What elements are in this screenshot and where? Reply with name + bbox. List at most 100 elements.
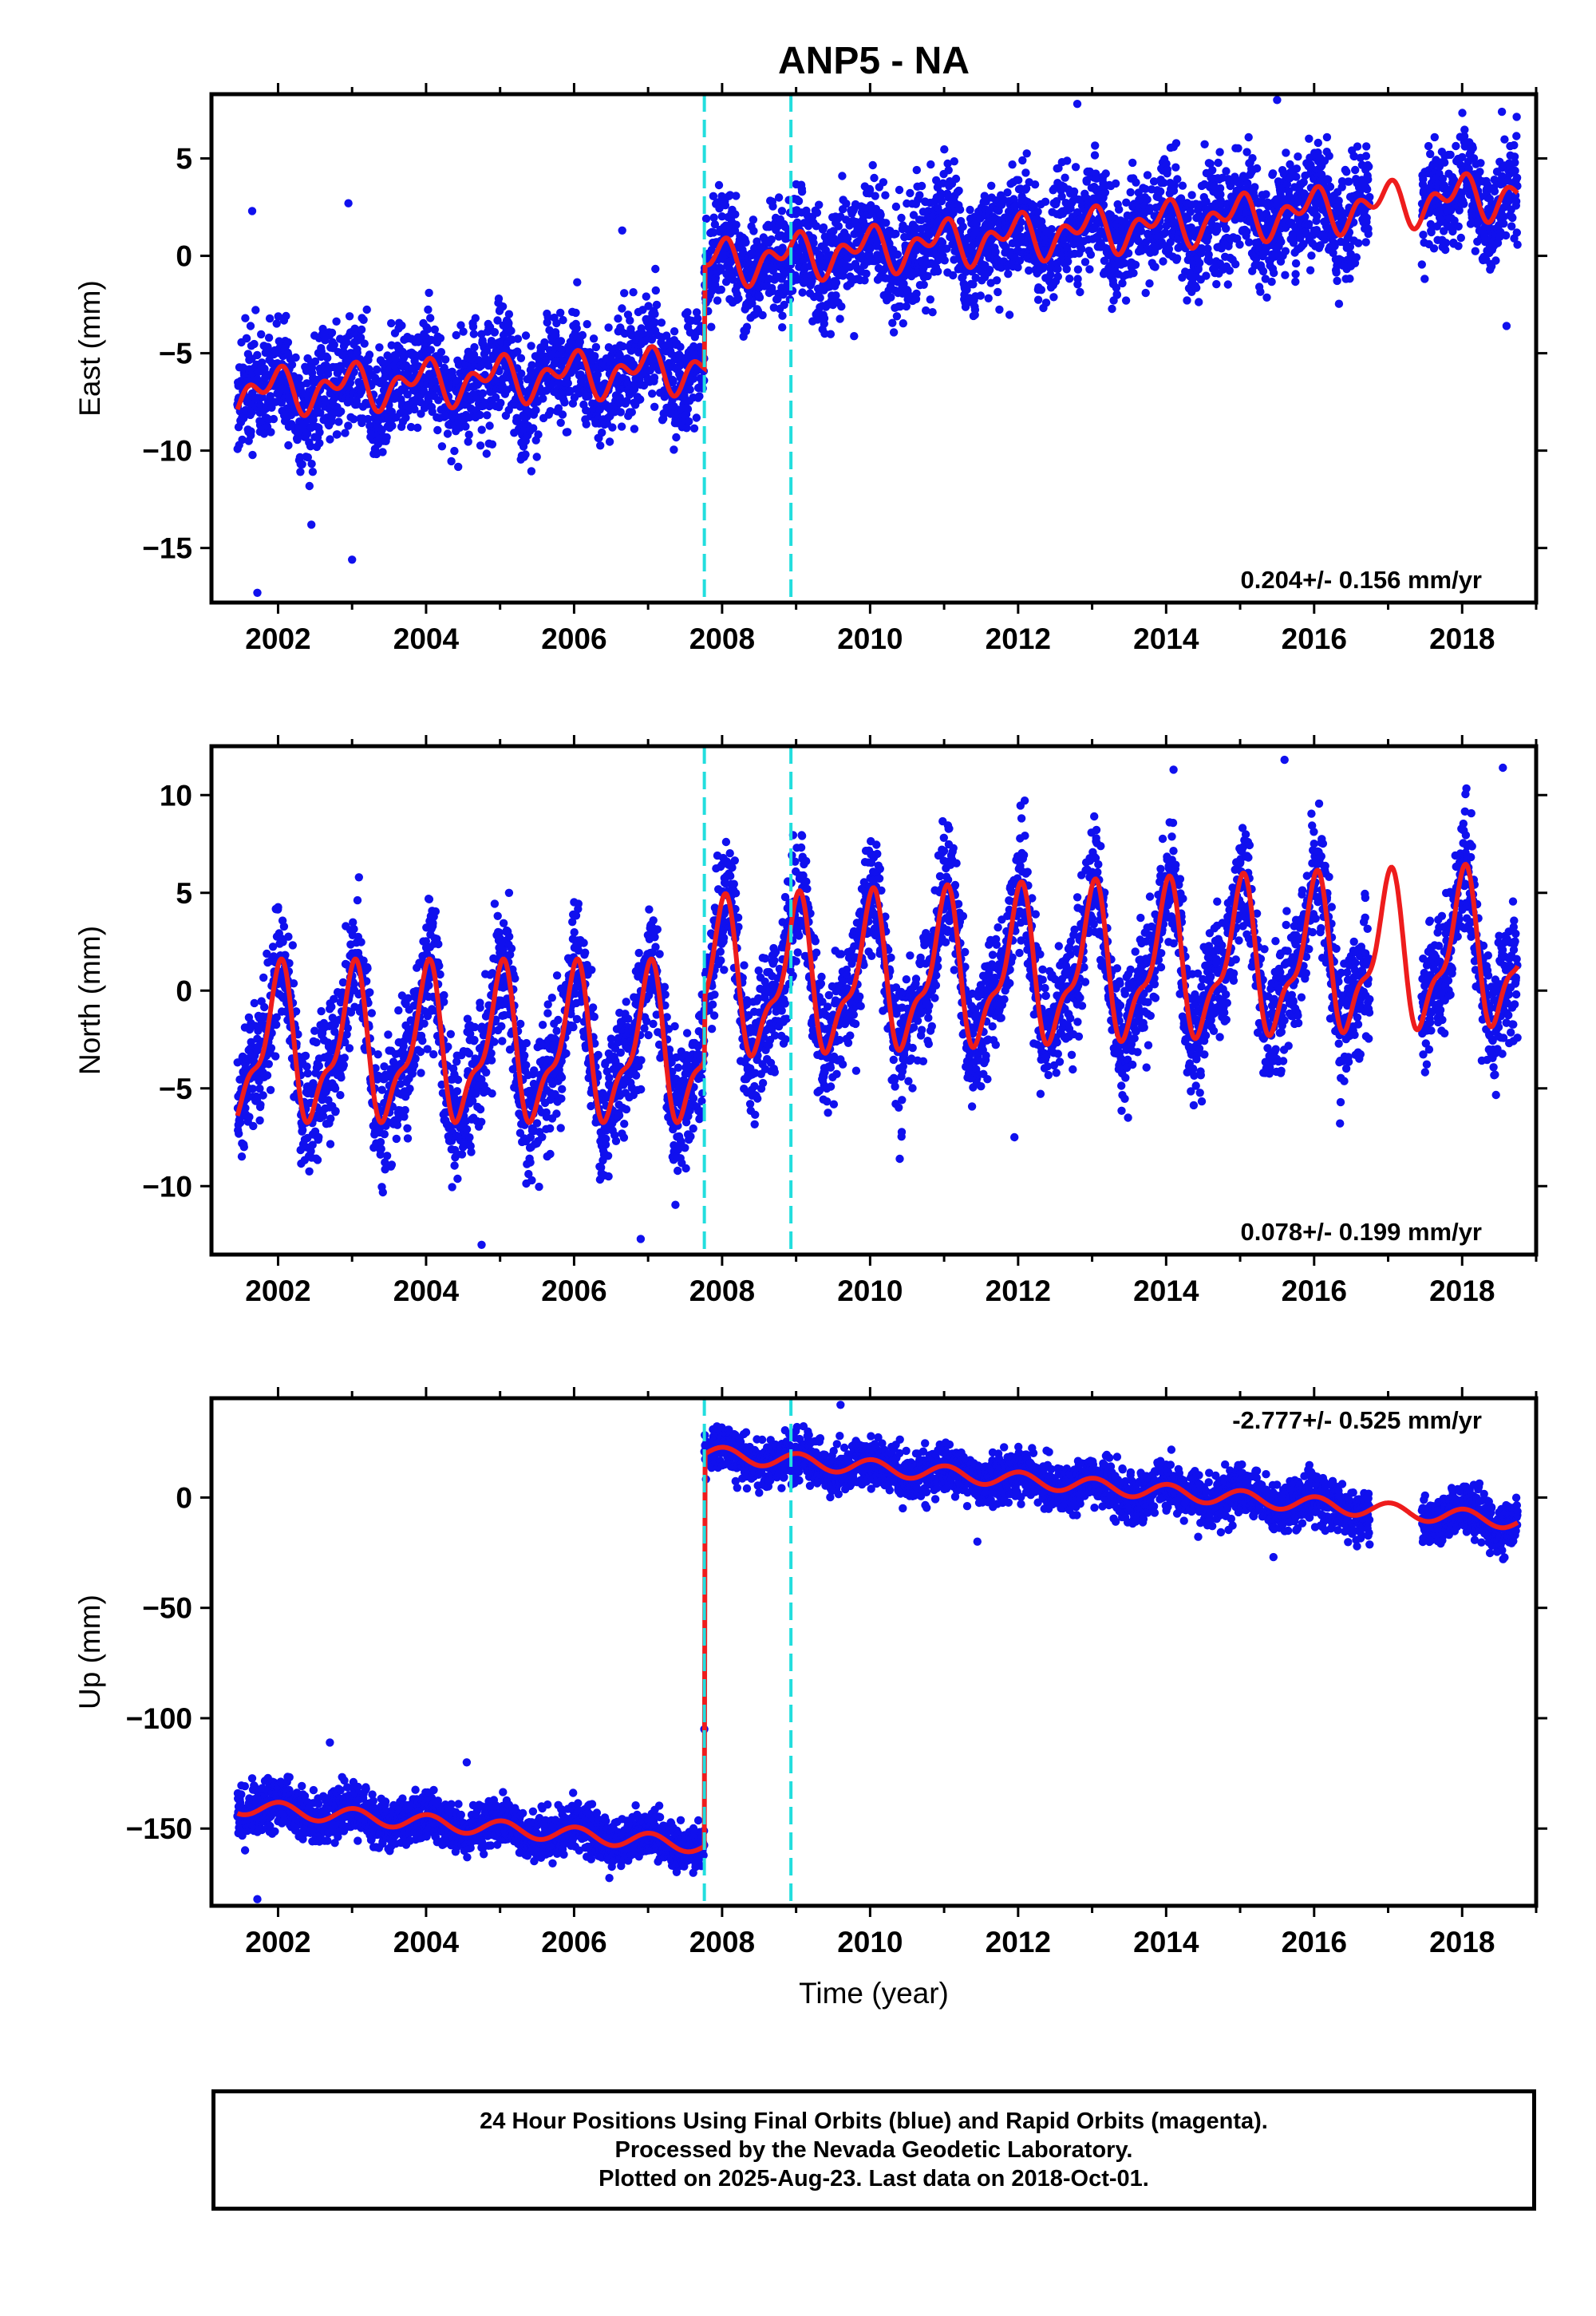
data-point — [814, 200, 824, 209]
data-point — [330, 340, 338, 350]
data-point — [344, 421, 353, 430]
data-point — [701, 214, 711, 223]
data-point — [732, 192, 741, 200]
data-point — [1362, 142, 1371, 151]
data-point — [1091, 141, 1100, 150]
data-point — [774, 193, 784, 202]
data-point — [237, 1152, 247, 1161]
data-point — [891, 229, 900, 239]
data-point — [387, 318, 396, 328]
data-point — [1235, 240, 1244, 249]
data-point — [951, 174, 961, 184]
data-point — [1231, 259, 1240, 269]
data-point — [596, 441, 605, 450]
data-point — [1223, 280, 1233, 289]
data-point — [1512, 228, 1522, 237]
data-point — [879, 178, 888, 187]
data-point — [1365, 162, 1373, 171]
data-point — [1033, 207, 1042, 216]
data-point — [302, 429, 312, 438]
data-point — [308, 468, 318, 476]
data-point — [1077, 244, 1086, 254]
y-tick-label: −10 — [142, 435, 192, 468]
data-point — [798, 288, 807, 297]
data-point — [709, 192, 718, 200]
panel-1: 2002 2004 2006 2008 2010 2012 2014 2016 201850−5… — [73, 83, 1547, 655]
data-point — [1132, 178, 1140, 187]
data-point — [683, 308, 692, 317]
data-point — [887, 293, 895, 302]
data-point — [267, 428, 275, 437]
data-point — [428, 407, 437, 417]
data-point — [456, 321, 465, 330]
data-point — [1005, 310, 1014, 319]
data-point — [1307, 251, 1316, 260]
figure-title: ANP5 - NA — [778, 40, 970, 82]
data-point — [436, 334, 445, 342]
data-point — [478, 389, 488, 398]
data-point — [618, 342, 627, 351]
data-point — [337, 407, 346, 416]
data-point — [235, 1129, 243, 1138]
data-point — [521, 450, 530, 459]
data-point — [556, 418, 565, 427]
data-point — [556, 337, 566, 346]
data-point — [1510, 140, 1519, 150]
data-point — [471, 314, 480, 322]
data-point — [1049, 293, 1058, 302]
data-point — [305, 481, 314, 491]
data-point — [341, 429, 350, 437]
data-point — [620, 329, 630, 338]
data-point — [345, 312, 354, 321]
data-point — [372, 365, 381, 374]
data-point — [426, 314, 435, 322]
outlier-point — [344, 199, 353, 207]
data-point — [1352, 253, 1361, 262]
data-point — [636, 395, 645, 404]
data-point — [1501, 231, 1511, 240]
data-point — [1468, 144, 1477, 152]
data-point — [670, 445, 678, 454]
data-point — [357, 325, 366, 334]
data-point — [1018, 156, 1027, 165]
x-tick-label: 2012 — [986, 622, 1051, 655]
data-point — [362, 305, 371, 314]
data-point — [239, 1143, 248, 1152]
data-point — [1053, 272, 1063, 281]
data-point — [1145, 279, 1154, 288]
data-point — [1143, 171, 1152, 180]
data-point — [532, 453, 541, 461]
data-point — [493, 316, 502, 325]
data-point — [1003, 188, 1012, 197]
data-point — [1195, 298, 1203, 306]
data-point — [598, 428, 606, 437]
data-point — [484, 362, 493, 370]
data-point — [614, 314, 622, 323]
data-point — [709, 213, 718, 222]
data-point — [459, 327, 468, 336]
data-point — [892, 312, 902, 321]
data-point — [332, 317, 341, 326]
data-point — [476, 441, 485, 450]
data-point — [1090, 151, 1100, 160]
data-point — [437, 348, 446, 357]
data-point — [1333, 276, 1341, 286]
data-point — [365, 350, 374, 359]
data-point — [1076, 287, 1084, 297]
data-point — [944, 166, 953, 175]
data-point — [1511, 166, 1519, 176]
data-point — [1361, 238, 1370, 247]
data-point — [375, 343, 384, 352]
data-point — [1033, 295, 1043, 304]
data-point — [991, 247, 1000, 256]
data-point — [360, 339, 369, 348]
data-point — [513, 417, 522, 425]
data-point — [1202, 271, 1211, 280]
data-point — [755, 293, 764, 302]
data-point — [651, 286, 660, 295]
data-point — [753, 237, 761, 246]
data-point — [902, 302, 911, 311]
data-point — [732, 220, 741, 229]
data-point — [777, 207, 787, 215]
data-point — [617, 422, 626, 431]
